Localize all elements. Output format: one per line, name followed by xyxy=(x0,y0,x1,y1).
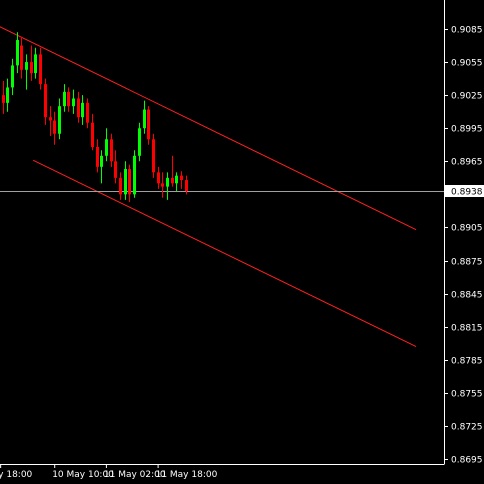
candle-body-down[interactable] xyxy=(39,54,42,85)
candle-body-up[interactable] xyxy=(138,128,141,156)
candle-body-down[interactable] xyxy=(91,122,94,147)
candle-body-up[interactable] xyxy=(6,87,9,103)
candle-body-down[interactable] xyxy=(128,169,131,195)
current-price-label: 0.8938 xyxy=(451,188,483,198)
candle-body-down[interactable] xyxy=(49,117,52,121)
candle-body-down[interactable] xyxy=(44,84,47,118)
candle-body-up[interactable] xyxy=(58,106,61,134)
price-tick-label: 0.9085 xyxy=(451,26,483,36)
price-axis: 0.9085 0.9055 0.9025 0.8995 0.8965 0.8905 0.88… xyxy=(444,0,484,466)
candle-body-up[interactable] xyxy=(143,109,146,129)
candle-body-down[interactable] xyxy=(77,98,80,118)
price-tick-label: 0.8995 xyxy=(451,125,483,135)
price-tick-label: 0.8695 xyxy=(451,456,483,466)
candle-body-down[interactable] xyxy=(67,91,70,107)
candle-body-up[interactable] xyxy=(124,169,127,195)
candle-body-down[interactable] xyxy=(114,161,117,178)
candle-body-up[interactable] xyxy=(25,62,28,70)
candle-body-down[interactable] xyxy=(96,146,99,167)
candle-body-down[interactable] xyxy=(2,95,5,103)
candle-body-down[interactable] xyxy=(53,120,56,134)
price-tick-label: 0.9025 xyxy=(451,92,483,102)
candle-body-up[interactable] xyxy=(81,102,84,118)
candle-body-up[interactable] xyxy=(72,98,75,107)
candle-body-up[interactable] xyxy=(34,54,37,74)
candle-body-down[interactable] xyxy=(161,183,164,187)
current-price-marker xyxy=(445,185,484,197)
candle-body-up[interactable] xyxy=(133,155,136,195)
candle-body-down[interactable] xyxy=(30,62,33,74)
candle-body-down[interactable] xyxy=(20,45,23,70)
time-tick-label: 11 May 18:00 xyxy=(156,470,218,480)
candle-body-up[interactable] xyxy=(105,139,108,156)
candle-body-up[interactable] xyxy=(16,40,19,66)
candle-body-down[interactable] xyxy=(185,180,188,192)
channel-line-upper[interactable] xyxy=(0,23,417,231)
candle-body-up[interactable] xyxy=(100,155,103,167)
candle-body-up[interactable] xyxy=(11,65,14,88)
candle-body-up[interactable] xyxy=(175,175,178,184)
price-tick-label: 0.8905 xyxy=(451,224,483,234)
candle-body-down[interactable] xyxy=(152,139,155,173)
candle-body-down[interactable] xyxy=(86,102,89,123)
candle-body-down[interactable] xyxy=(119,177,122,195)
time-tick-label: 10 May 10:00 xyxy=(52,470,114,480)
price-tick-label: 0.9055 xyxy=(451,59,483,69)
price-tick-label: 0.8755 xyxy=(451,390,483,400)
price-tick-label: 0.8725 xyxy=(451,423,483,433)
candle-body-down[interactable] xyxy=(110,139,113,162)
candle-body-down[interactable] xyxy=(157,172,160,184)
time-tick-label: y 18:00 xyxy=(0,470,33,480)
channel-line-lower[interactable] xyxy=(32,159,417,347)
candle-body-down[interactable] xyxy=(171,177,174,184)
candle-body-down[interactable] xyxy=(147,109,150,140)
price-tick-label: 0.8875 xyxy=(451,258,483,268)
candle-body-up[interactable] xyxy=(63,91,66,107)
price-tick-label: 0.8785 xyxy=(451,357,483,367)
time-tick-label: 11 May 02:00 xyxy=(104,470,166,480)
price-tick-label: 0.8815 xyxy=(451,324,483,334)
candle-body-down[interactable] xyxy=(180,175,183,181)
price-tick-label: 0.8845 xyxy=(451,291,483,301)
candle-body-up[interactable] xyxy=(166,177,169,187)
plot-area[interactable] xyxy=(0,23,444,347)
price-tick-label: 0.8965 xyxy=(451,158,483,168)
